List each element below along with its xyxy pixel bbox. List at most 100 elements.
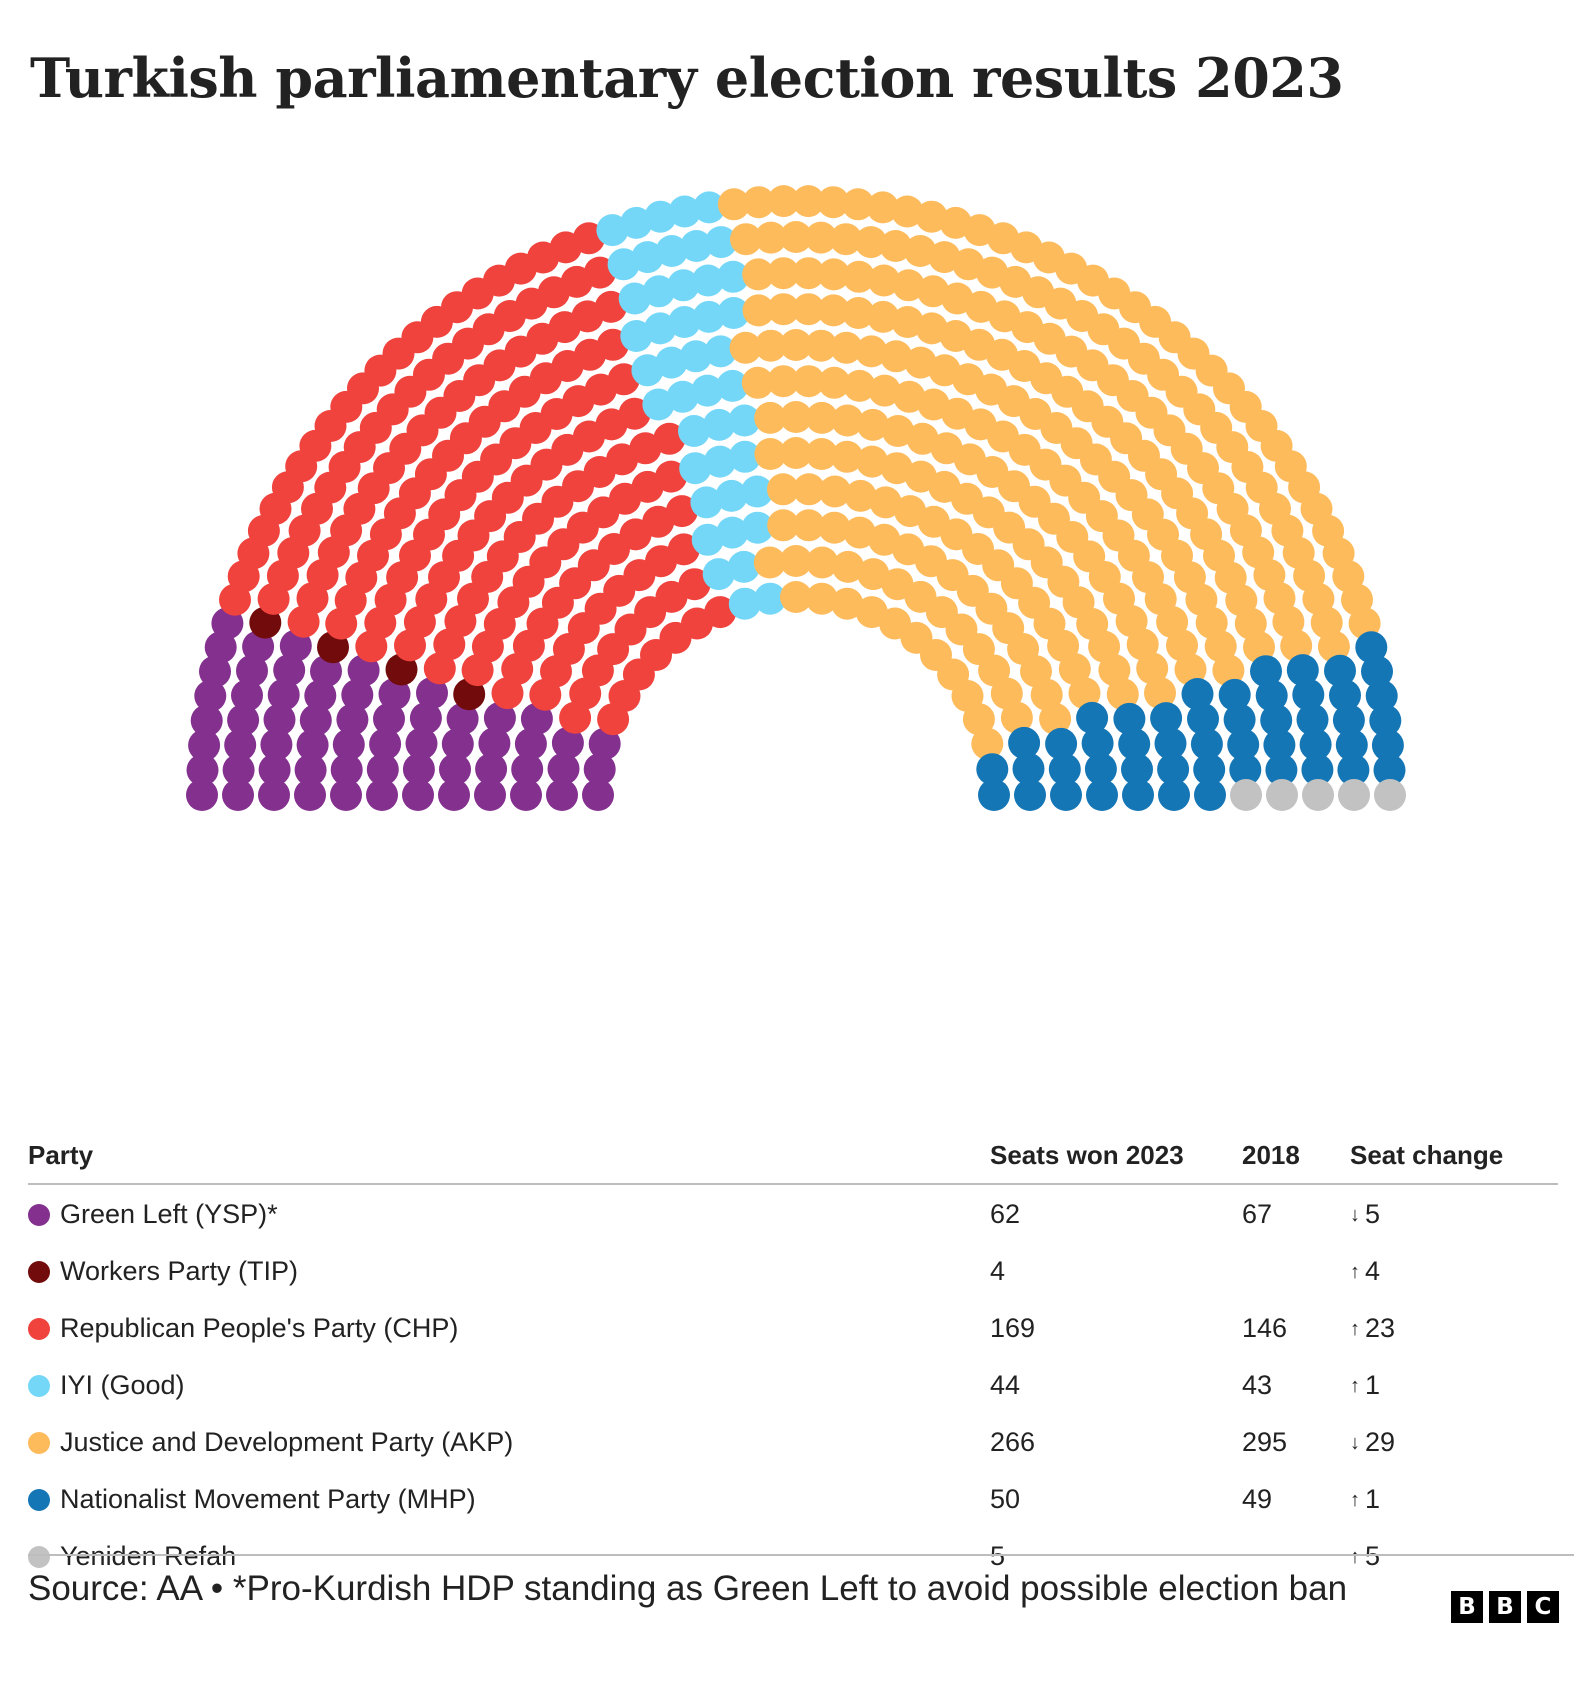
seat-dot — [1280, 629, 1313, 662]
seat-dot — [818, 475, 851, 508]
seat-dot — [818, 366, 851, 399]
seat-dot — [754, 438, 787, 470]
seats-2018-cell: 146 — [1242, 1313, 1288, 1343]
seat-dot — [1371, 729, 1404, 762]
seat-dot — [279, 629, 312, 662]
seat-dot — [1118, 728, 1151, 760]
table-body: Green Left (YSP)* 62 67 ↓ 5 Workers Party (TI… — [28, 1184, 1558, 1585]
seat-dot — [294, 754, 327, 786]
seat-dot — [729, 331, 762, 364]
seat-dot — [780, 221, 812, 253]
party-cell: Workers Party (TIP) — [28, 1243, 990, 1300]
seat-change-cell: ↓ 29 — [1350, 1414, 1558, 1471]
seat-dot — [817, 186, 850, 219]
bbc-logo-letter: B — [1489, 1591, 1521, 1623]
seat-dot — [792, 257, 825, 290]
table-row: IYI (Good) 44 43 ↑ 1 — [28, 1357, 1558, 1414]
seat-dot — [1150, 702, 1183, 735]
seat-dot — [880, 452, 913, 485]
seat-dot — [767, 185, 800, 218]
arrow-up-icon: ↑ — [1350, 1375, 1360, 1397]
seat-dot — [693, 191, 726, 224]
seat-dot — [620, 206, 653, 239]
seat-dot — [1292, 678, 1325, 711]
seat-dot — [653, 422, 686, 455]
seat-dot — [402, 753, 435, 786]
seat-dot — [1212, 654, 1245, 687]
seat-dot — [767, 509, 800, 542]
seat-dot — [767, 473, 799, 506]
seat-dot — [491, 677, 524, 710]
seat-dot — [1194, 779, 1226, 811]
seat-dot — [1098, 654, 1131, 687]
seat-dot — [1068, 677, 1101, 710]
seat-dot — [917, 275, 950, 308]
bbc-logo: B B C — [1451, 1591, 1559, 1623]
seat-dot — [655, 460, 688, 493]
seat-dot — [962, 703, 995, 736]
seat-dot — [1012, 752, 1045, 785]
seat-dot — [1355, 631, 1388, 664]
seat-dot — [583, 753, 616, 786]
seat-dot — [1332, 704, 1365, 737]
seat-change-value: 4 — [1365, 1256, 1381, 1286]
arrow-up-icon: ↑ — [1350, 1546, 1360, 1568]
seat-change-cell: ↑ 1 — [1350, 1357, 1558, 1414]
seat-dot — [1227, 728, 1260, 761]
seat-dot — [1157, 753, 1190, 786]
seat-dot — [258, 753, 291, 786]
seat-dot — [741, 475, 774, 508]
seat-dot — [679, 452, 712, 485]
seat-dot — [1324, 654, 1356, 687]
seat-dot — [373, 702, 405, 735]
seat-dot — [1126, 628, 1159, 661]
seat-change-value: 29 — [1365, 1427, 1396, 1457]
seat-dot — [1084, 753, 1117, 785]
bbc-logo-letter: C — [1527, 1591, 1559, 1623]
seat-dot — [1008, 726, 1041, 759]
seat-dot — [667, 269, 700, 302]
seat-dot — [194, 679, 227, 712]
seats-won-2023-cell: 44 — [990, 1370, 1021, 1400]
seat-dot — [727, 550, 760, 583]
seat-dot — [678, 568, 711, 601]
seat-dot — [409, 702, 442, 735]
seat-dot — [631, 354, 664, 387]
seat-dot — [705, 226, 738, 259]
seat-dot — [222, 754, 255, 786]
seat-dot — [691, 374, 724, 407]
seat-dot — [199, 655, 231, 688]
seat-dot — [1260, 704, 1293, 737]
seat-dot — [1136, 652, 1169, 685]
seat-dot — [186, 779, 218, 811]
seat-dot — [1265, 754, 1298, 786]
seat-dot — [1190, 728, 1223, 761]
seat-dot — [665, 495, 698, 528]
seat-dot — [831, 404, 864, 437]
seat-dot — [273, 654, 306, 687]
party-name: Nationalist Movement Party (MHP) — [60, 1484, 476, 1514]
seat-dot — [1263, 729, 1296, 761]
seat-dot — [222, 779, 254, 811]
seat-change-cell: ↑ 23 — [1350, 1300, 1558, 1357]
table-row: Green Left (YSP)* 62 67 ↓ 5 — [28, 1184, 1558, 1243]
seat-dot — [805, 438, 838, 470]
seat-dot — [1121, 753, 1153, 786]
seat-dot — [260, 728, 293, 761]
seat-dot — [1076, 701, 1109, 734]
seat-dot — [780, 581, 812, 613]
seat-dot — [843, 516, 876, 549]
party-color-dot — [28, 1432, 50, 1454]
seat-dot — [868, 374, 901, 407]
seat-dot — [792, 365, 825, 398]
seat-dot — [263, 703, 296, 736]
seat-dot — [299, 704, 332, 737]
seat-dot — [330, 779, 362, 811]
seat-dot — [703, 408, 736, 441]
seat-dot — [483, 701, 516, 734]
seat-dot — [716, 369, 749, 402]
seat-dot — [717, 188, 750, 221]
seat-dot — [1296, 703, 1329, 736]
seat-dot — [978, 779, 1010, 811]
seat-dot — [644, 200, 677, 233]
